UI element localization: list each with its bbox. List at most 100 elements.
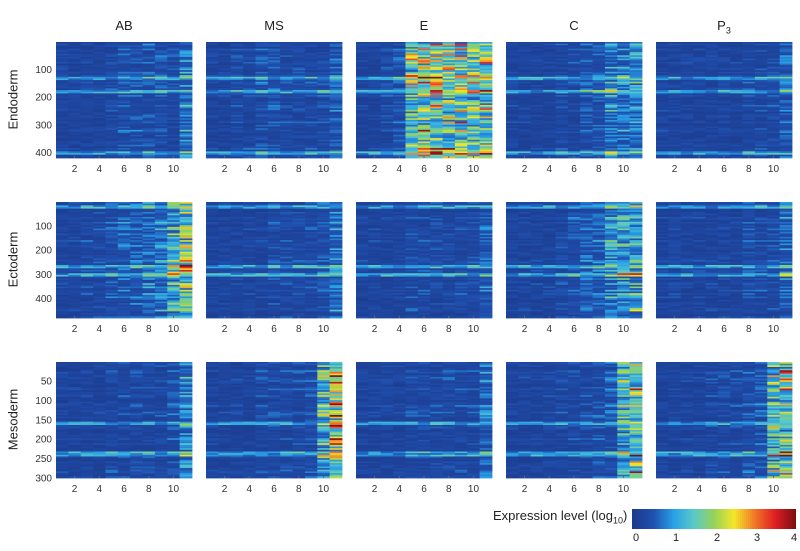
heatmap-cell [454, 149, 468, 152]
heatmap-cell [405, 144, 419, 147]
heatmap-cell [479, 119, 493, 122]
heatmap-cell [167, 129, 181, 132]
heatmap-cell [117, 46, 131, 50]
heatmap-cell [329, 95, 343, 98]
heatmap-cell [467, 53, 481, 56]
heatmap-cell [454, 65, 468, 68]
heatmap-cell [467, 56, 481, 59]
heatmap-cell [80, 53, 94, 56]
heatmap-cell [56, 106, 69, 109]
heatmap-cell [393, 104, 406, 108]
heatmap-cell [255, 68, 269, 71]
heatmap-cell [167, 121, 181, 124]
heatmap-cell [368, 109, 382, 112]
heatmap-cell [356, 85, 369, 88]
heatmap-cell [467, 68, 481, 71]
heatmap-cell [304, 88, 318, 91]
heatmap-cell [380, 114, 394, 117]
heatmap-cell [142, 71, 156, 74]
heatmap-cell [368, 136, 382, 139]
heatmap-cell [430, 143, 443, 146]
heatmap-cell [368, 45, 382, 48]
heatmap-cell [93, 109, 106, 112]
heatmap-cell [117, 98, 131, 101]
heatmap-cell [555, 101, 569, 104]
heatmap-cell [417, 45, 431, 48]
x-tick-label: 4 [696, 164, 702, 175]
heatmap-cell [329, 58, 343, 61]
heatmap-cell [604, 78, 618, 81]
heatmap-cell [454, 131, 468, 134]
heatmap-cell [292, 85, 306, 88]
heatmap-cell [467, 83, 481, 86]
heatmap-cell [304, 106, 318, 109]
heatmap-cell [604, 48, 618, 51]
heatmap-cell [356, 131, 369, 134]
heatmap-cell [580, 78, 593, 81]
x-tick-label: 10 [618, 164, 630, 175]
heatmap-cell [267, 126, 281, 129]
heatmap-cell [105, 88, 119, 91]
heatmap-cell [317, 45, 331, 48]
heatmap-cell [580, 111, 593, 114]
heatmap-cell [117, 78, 131, 81]
heatmap-cell [230, 48, 244, 51]
heatmap-cell [567, 42, 581, 45]
heatmap-cell [368, 114, 382, 117]
heatmap-cell [292, 73, 306, 76]
heatmap-cell [380, 80, 394, 83]
heatmap-cell [317, 143, 331, 146]
heatmap-cell [430, 75, 443, 78]
heatmap-cell [567, 65, 581, 68]
heatmap-cell [592, 86, 606, 89]
heatmap-cell [617, 75, 631, 78]
heatmap-cell [567, 90, 581, 93]
heatmap-cell [80, 46, 94, 50]
heatmap-cell [356, 121, 369, 124]
heatmap-cell [255, 53, 269, 56]
heatmap-cell [292, 116, 306, 119]
heatmap-cell [230, 66, 244, 69]
heatmap-cell [629, 42, 643, 45]
heatmap-cell [243, 68, 256, 71]
heatmap-cell [317, 146, 331, 149]
heatmap-cell [467, 129, 481, 132]
heatmap-cell [543, 123, 556, 126]
heatmap-cell [393, 93, 406, 96]
heatmap-cell [206, 108, 219, 111]
heatmap-cell [154, 63, 168, 66]
heatmap-cell [479, 151, 493, 154]
heatmap-cell [80, 144, 94, 147]
heatmap-cell [206, 90, 219, 93]
heatmap-cell [280, 154, 293, 157]
heatmap-cell [518, 43, 532, 46]
heatmap-cell [304, 153, 318, 156]
heatmap-cell [555, 50, 569, 53]
heatmap-cell [292, 141, 306, 144]
heatmap-cell [304, 144, 318, 147]
heatmap-cell [93, 43, 106, 46]
heatmap-cell [80, 156, 94, 159]
heatmap-cell [530, 118, 544, 121]
heatmap-cell [267, 70, 281, 73]
heatmap-cell [368, 146, 382, 149]
heatmap-cell [93, 75, 106, 78]
heatmap-cell [105, 75, 119, 78]
heatmap-cell [230, 76, 244, 79]
heatmap-cell [442, 104, 456, 108]
heatmap-cell [356, 53, 369, 56]
heatmap-cell [243, 78, 256, 81]
heatmap-cell [154, 114, 168, 117]
heatmap-cell [417, 146, 431, 149]
heatmap-cell [280, 48, 293, 51]
heatmap-cell [368, 141, 382, 144]
heatmap-cell [267, 148, 281, 151]
heatmap-cell [329, 136, 343, 139]
heatmap-cell [179, 133, 193, 136]
heatmap-cell [518, 46, 532, 50]
heatmap-cell [356, 65, 369, 68]
heatmap-cell [117, 83, 131, 86]
heatmap-cell [154, 123, 168, 126]
heatmap-cell [80, 43, 94, 46]
heatmap-cell [117, 131, 131, 134]
